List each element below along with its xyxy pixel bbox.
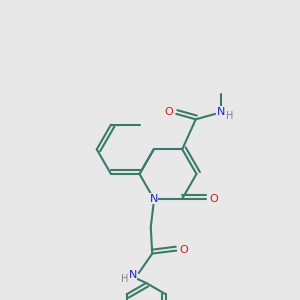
Text: O: O [164, 107, 173, 117]
Text: N: N [150, 194, 158, 204]
Text: N: N [217, 106, 225, 116]
Text: O: O [209, 194, 218, 204]
Text: H: H [226, 111, 233, 121]
Text: N: N [129, 270, 137, 280]
Text: O: O [179, 245, 188, 255]
Text: H: H [121, 274, 128, 284]
